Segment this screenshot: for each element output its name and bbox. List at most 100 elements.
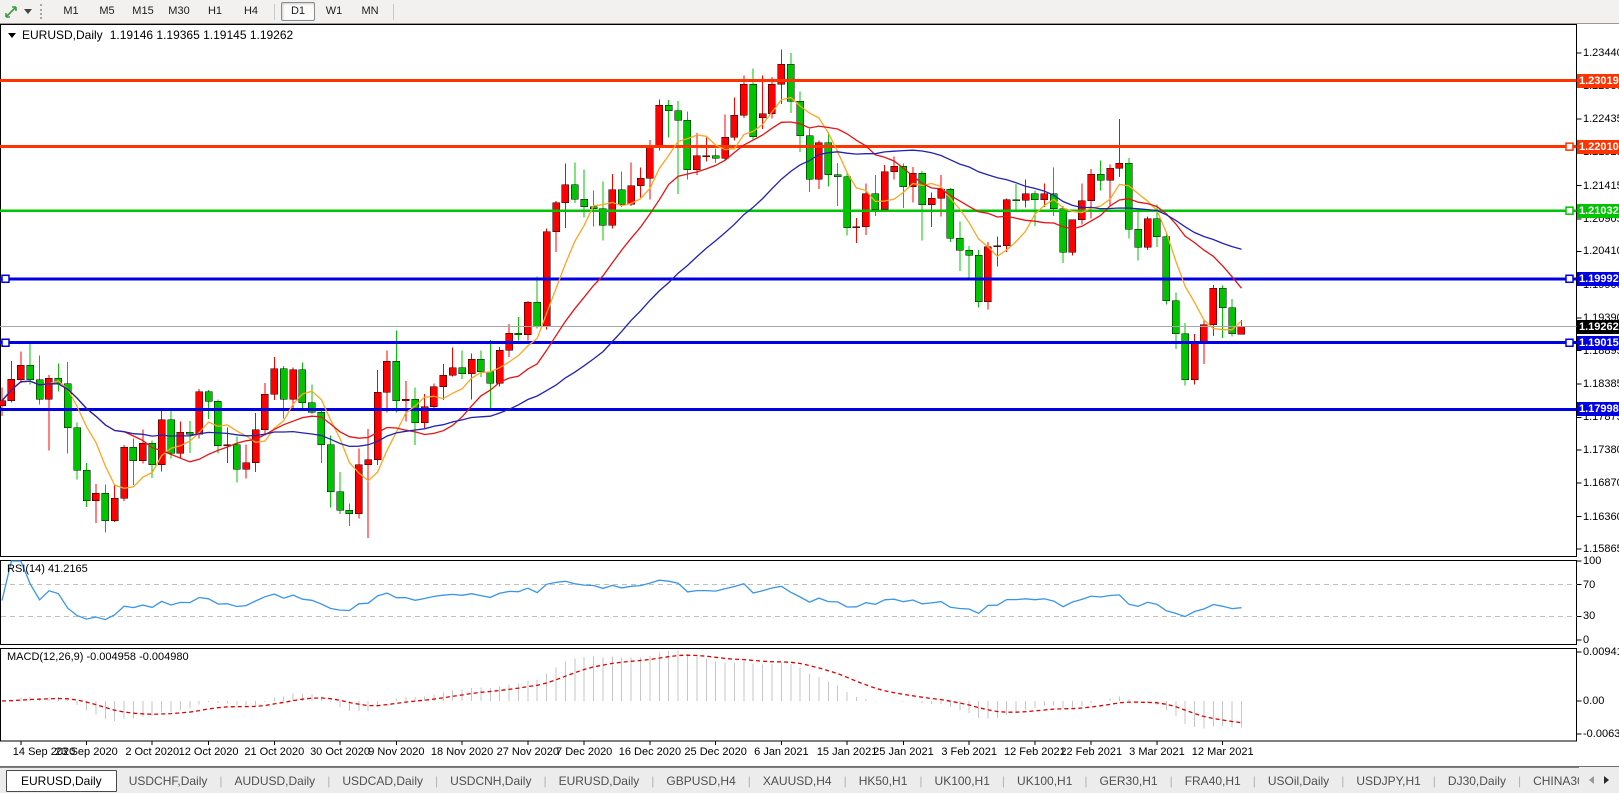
tab-item-11[interactable]: GER30,H1 <box>1099 774 1158 788</box>
tab-separator: | <box>543 774 547 788</box>
candle-body <box>1040 193 1049 200</box>
candle-body <box>420 406 429 424</box>
current-price-badge: 1.19262 <box>1577 320 1619 334</box>
tab-item-9[interactable]: UK100,H1 <box>934 774 990 788</box>
tab-item-13[interactable]: USOil,Daily <box>1267 774 1330 788</box>
tab-item-12[interactable]: FRA40,H1 <box>1184 774 1241 788</box>
macd-panel[interactable] <box>0 648 1577 742</box>
line-handle[interactable] <box>1565 338 1574 347</box>
candle-body <box>214 401 222 447</box>
tab-item-3[interactable]: USDCAD,Daily <box>342 774 423 788</box>
line-handle[interactable] <box>1565 274 1574 284</box>
candle-body <box>571 184 579 200</box>
line-handle[interactable] <box>1565 206 1574 215</box>
candle-body <box>1181 333 1189 380</box>
candle-body <box>35 379 44 400</box>
candle-body <box>787 63 795 102</box>
timeframe-button-m1[interactable]: M1 <box>63 5 79 17</box>
timeframe-button-h4[interactable]: H4 <box>243 5 259 17</box>
chart-menu-caret-icon[interactable] <box>8 32 16 38</box>
tab-scroll-right-icon[interactable] <box>1604 776 1609 784</box>
tab-separator: | <box>327 774 331 788</box>
tab-item-0[interactable]: EURUSD,Daily <box>6 770 117 792</box>
candle-body <box>1228 307 1236 335</box>
candle-body <box>740 84 748 116</box>
candle-body <box>617 189 626 205</box>
candle-body <box>402 399 410 401</box>
candle-body <box>852 226 861 229</box>
candle-body <box>467 359 476 375</box>
timeframe-button-d1[interactable]: D1 <box>281 2 315 21</box>
candle-body <box>383 361 391 393</box>
candle-body <box>82 469 91 502</box>
date-axis-label: 27 Nov 2020 <box>496 746 560 758</box>
date-axis-label: 25 Dec 2020 <box>684 746 747 758</box>
candle-body <box>796 101 804 136</box>
candle-body <box>899 166 908 187</box>
timeframe-button-w1[interactable]: W1 <box>325 5 343 17</box>
timeframe-button-m5[interactable]: M5 <box>99 5 115 17</box>
tab-item-10[interactable]: UK100,H1 <box>1017 774 1073 788</box>
tab-item-8[interactable]: HK50,H1 <box>858 774 908 788</box>
tab-item-14[interactable]: USDJPY,H1 <box>1356 774 1421 788</box>
tab-item-1[interactable]: USDCHF,Daily <box>128 774 208 788</box>
candle-body <box>1143 218 1152 248</box>
tab-scroll-left-icon[interactable] <box>1589 776 1594 784</box>
tab-item-2[interactable]: AUDUSD,Daily <box>234 774 316 788</box>
ma-line-6 <box>1 96 1242 489</box>
tab-item-7[interactable]: XAUUSD,H4 <box>762 774 832 788</box>
chart-title: EURUSD,Daily 1.19146 1.19365 1.19145 1.1… <box>8 28 300 42</box>
candle-body <box>458 367 466 375</box>
candle-body <box>965 249 973 256</box>
timeframe-button-h1[interactable]: H1 <box>207 5 223 17</box>
candle-body <box>664 105 673 111</box>
candle-body <box>1087 173 1095 202</box>
candle-body <box>702 155 710 158</box>
candle-body <box>17 365 25 380</box>
hline-price-badge: 1.22010 <box>1577 140 1619 154</box>
hline-price-badge: 1.19015 <box>1577 336 1619 350</box>
candle-body <box>176 431 185 454</box>
candle-body <box>448 367 457 376</box>
candle-body <box>364 459 372 466</box>
candle-body <box>1096 173 1105 181</box>
cursor-tool-icon[interactable] <box>2 4 20 20</box>
tab-item-5[interactable]: EURUSD,Daily <box>558 774 640 788</box>
main-chart-panel[interactable] <box>0 24 1577 557</box>
candle-body <box>326 444 335 492</box>
candle-body <box>927 198 936 206</box>
line-handle[interactable] <box>1565 142 1574 151</box>
line-handle[interactable] <box>1 274 10 284</box>
tab-separator: | <box>435 774 439 788</box>
tab-item-4[interactable]: USDCNH,Daily <box>450 774 532 788</box>
rsi-axis-label: 30 <box>1583 610 1596 622</box>
candle-body <box>101 492 110 521</box>
hline-price-badge: 1.17998 <box>1577 402 1619 416</box>
candle-body <box>186 431 194 435</box>
candle-body <box>552 202 560 233</box>
date-axis-label: 3 Mar 2021 <box>1129 746 1185 758</box>
chart-ohlc-label: 1.19146 1.19365 1.19145 1.19262 <box>109 28 294 42</box>
timeframe-button-m30[interactable]: M30 <box>168 5 190 17</box>
rsi-panel[interactable] <box>0 560 1577 645</box>
macd-axis-label: 0.009412 <box>1583 646 1619 658</box>
candle-body <box>1106 167 1114 181</box>
tab-item-15[interactable]: DJ30,Daily <box>1447 774 1506 788</box>
tool-dropdown-caret-icon[interactable] <box>24 9 32 14</box>
candle-body <box>946 188 955 239</box>
candle-body <box>1153 218 1161 238</box>
timeframe-button-mn[interactable]: MN <box>361 5 379 17</box>
date-axis-label: 12 Feb 2021 <box>1004 746 1066 758</box>
candle-body <box>843 176 851 229</box>
toolbar-grip[interactable] <box>40 4 46 19</box>
macd-label: MACD(12,26,9) -0.004958 -0.004980 <box>7 651 189 663</box>
tab-item-6[interactable]: GBPUSD,H4 <box>666 774 736 788</box>
line-handle[interactable] <box>1 338 10 347</box>
timeframe-button-m15[interactable]: M15 <box>132 5 154 17</box>
tab-separator: | <box>219 774 223 788</box>
candle-body <box>984 246 992 303</box>
tab-separator: | <box>747 774 751 788</box>
hline-price-badge: 1.21032 <box>1577 204 1619 218</box>
macd-axis-label: -0.006386 <box>1583 728 1619 740</box>
